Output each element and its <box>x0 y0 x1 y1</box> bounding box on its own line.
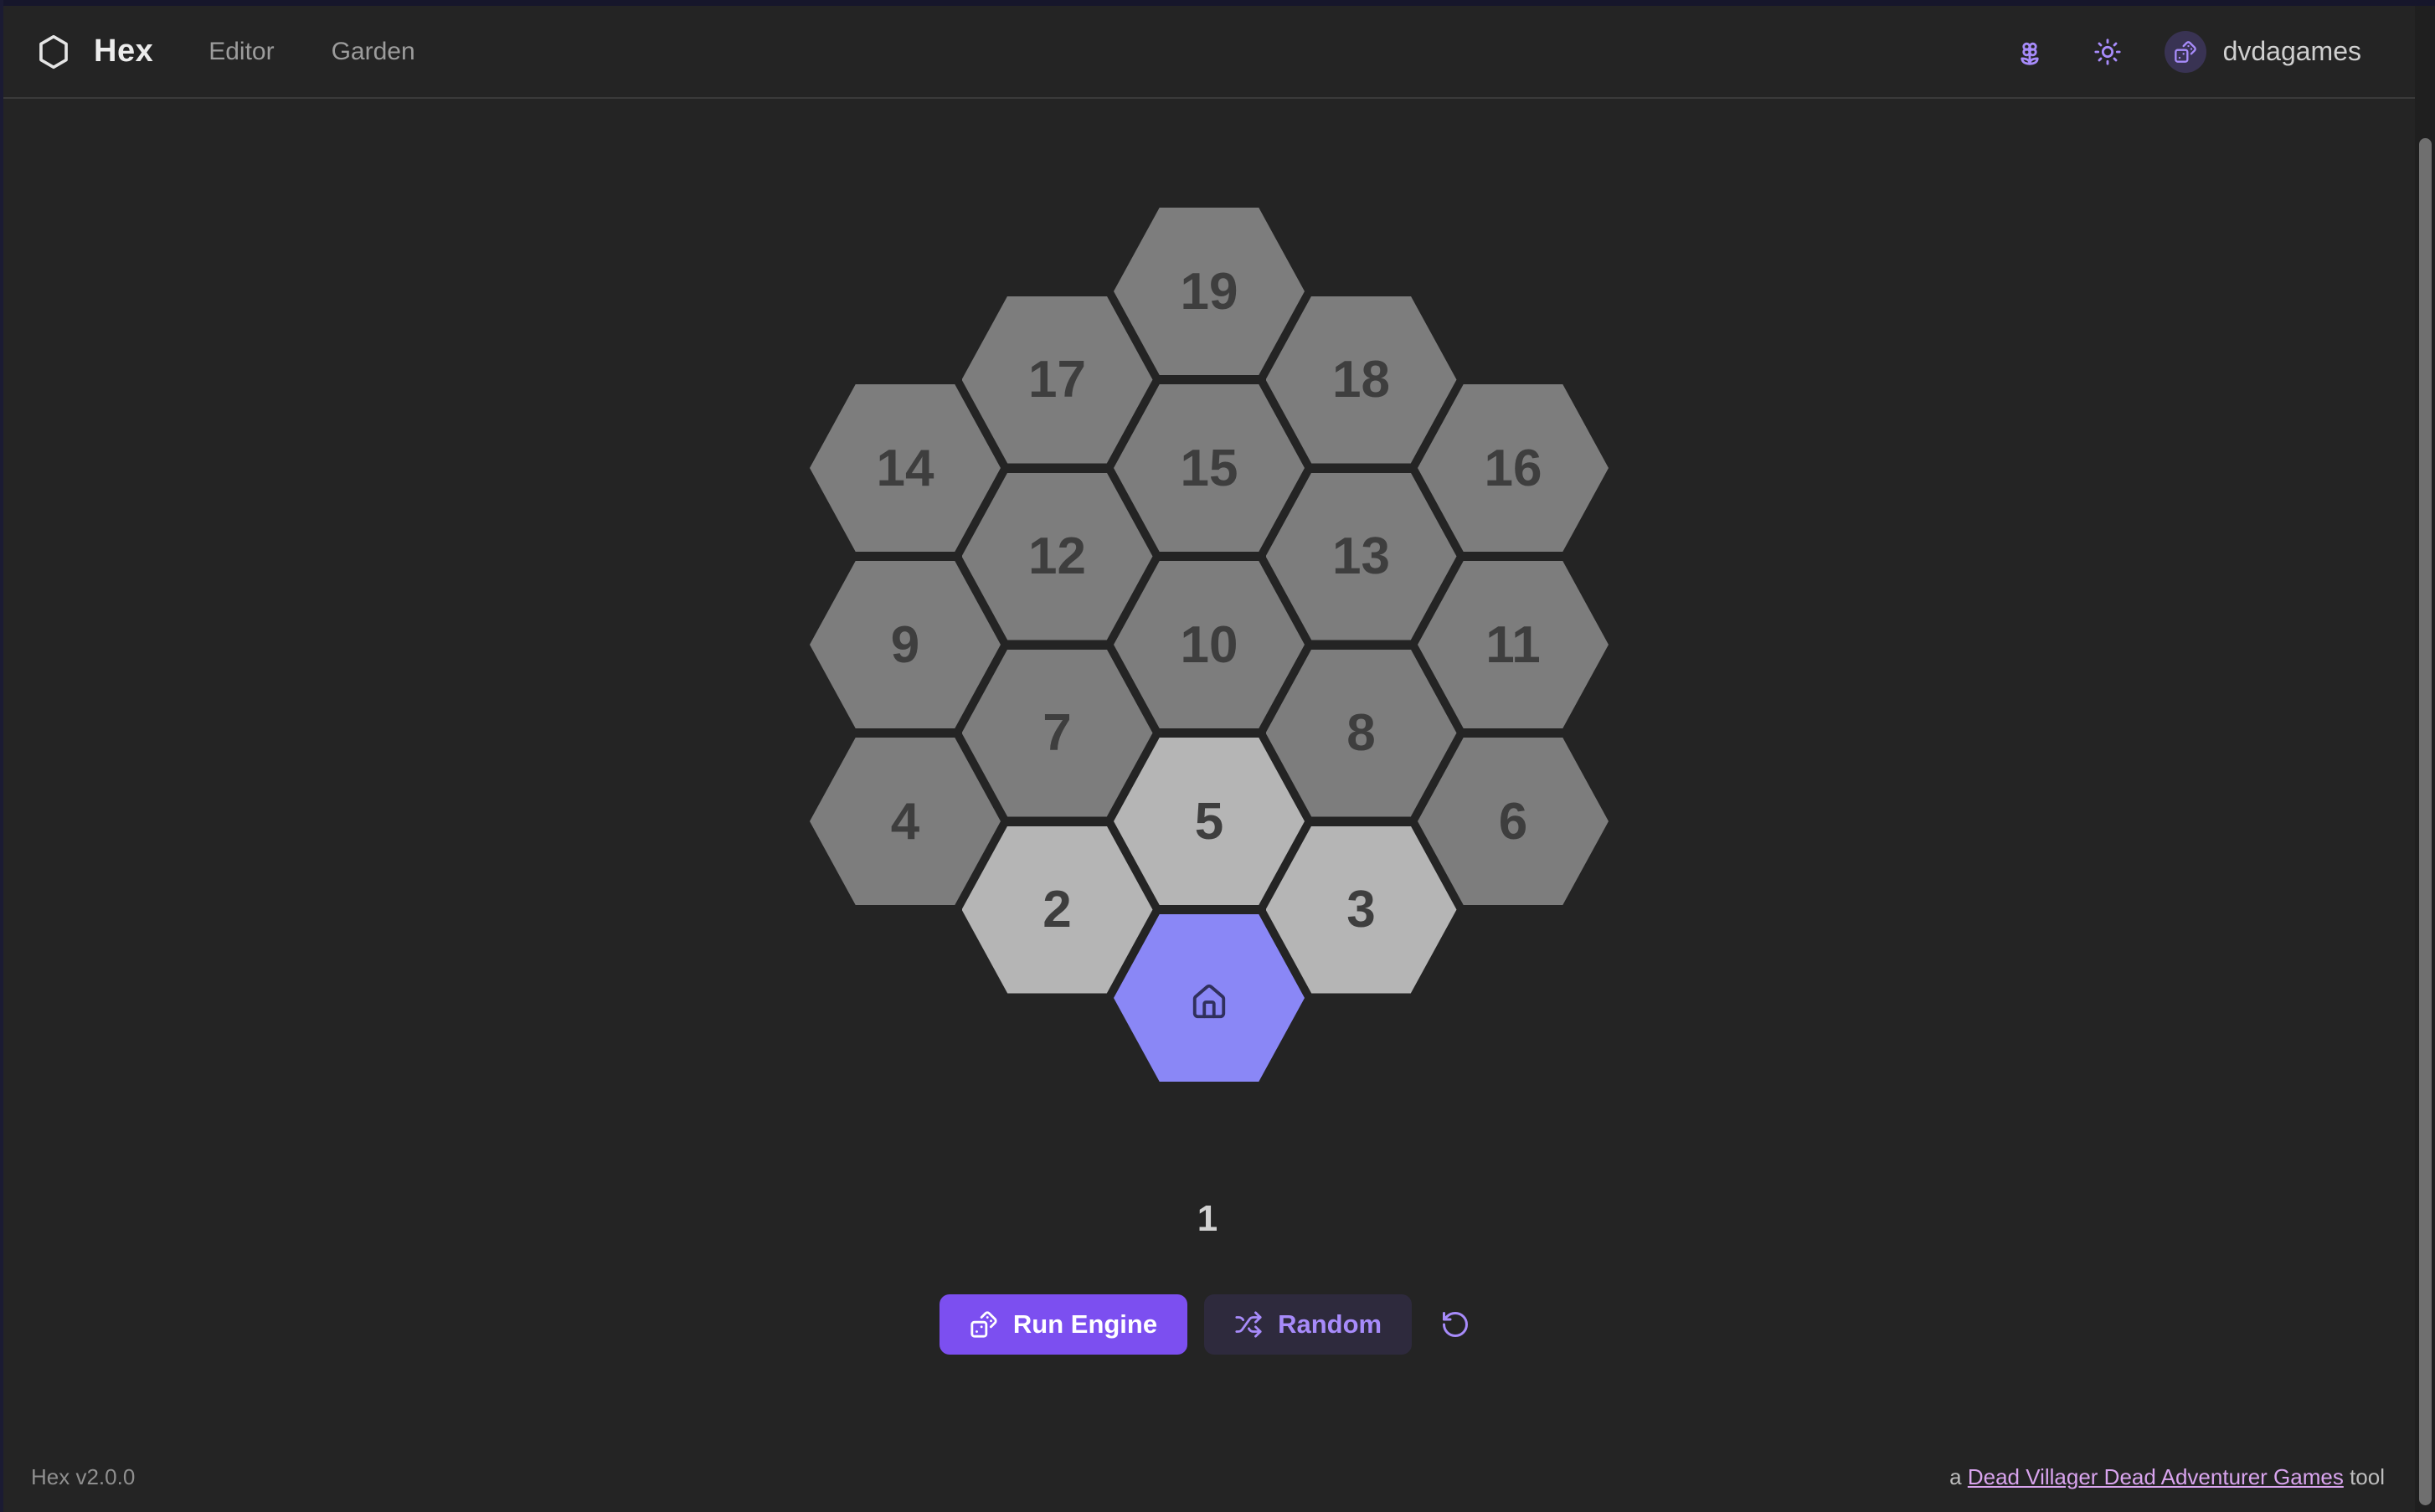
rotate-ccw-icon <box>1443 1312 1469 1337</box>
hex-cell-label: 7 <box>1042 704 1072 762</box>
hex-cell-5[interactable]: 5 <box>1114 738 1305 905</box>
reset-button[interactable] <box>1435 1304 1475 1345</box>
random-label: Random <box>1278 1309 1382 1339</box>
hex-cell-label: 6 <box>1498 792 1528 851</box>
hex-cell-label: 5 <box>1194 792 1224 851</box>
hex-cell-6[interactable]: 6 <box>1418 738 1609 905</box>
sun-icon <box>2093 38 2121 65</box>
engine-counter: 1 <box>1197 1198 1218 1239</box>
hex-cell-13[interactable]: 13 <box>1265 472 1457 640</box>
brand-title: Hex <box>94 33 154 69</box>
hex-cell-3[interactable]: 3 <box>1265 825 1457 994</box>
hex-cell-label: 13 <box>1332 527 1390 585</box>
main-nav: Editor Garden <box>208 38 414 66</box>
hex-cell-12[interactable]: 12 <box>961 472 1153 640</box>
hex-cell-9[interactable]: 9 <box>810 561 1001 728</box>
hex-cell-label: 3 <box>1346 881 1376 939</box>
hex-cell-16[interactable]: 16 <box>1418 384 1609 552</box>
hexagon-logo-icon <box>39 34 68 69</box>
hex-cell-7[interactable]: 7 <box>961 649 1153 817</box>
hex-cell-label: 15 <box>1180 439 1238 497</box>
shuffle-icon <box>1235 1311 1262 1338</box>
version-label: Hex v2.0.0 <box>31 1464 136 1489</box>
hex-cell-label: 2 <box>1042 881 1072 939</box>
hex-cell-label: 4 <box>890 792 920 851</box>
garden-button[interactable] <box>2015 37 2045 67</box>
scrollbar-thumb[interactable] <box>2419 138 2432 1505</box>
hex-cell-label: 19 <box>1180 262 1238 321</box>
hex-cell-label: 8 <box>1346 704 1376 762</box>
nav-item-editor[interactable]: Editor <box>208 37 275 65</box>
hex-cell-label: 18 <box>1332 351 1390 409</box>
controls-bar: Run Engine Random <box>0 1294 2415 1355</box>
hex-cell-label: 11 <box>1485 615 1541 674</box>
hex-cell-15[interactable]: 15 <box>1114 384 1305 552</box>
hex-cell-8[interactable]: 8 <box>1265 649 1457 817</box>
flower-icon <box>2020 42 2039 65</box>
hex-cell-10[interactable]: 10 <box>1114 561 1305 728</box>
hex-cell-label: 10 <box>1180 615 1238 674</box>
credit-link[interactable]: Dead Villager Dead Adventurer Games <box>1967 1464 2344 1489</box>
user-avatar[interactable] <box>2164 30 2206 73</box>
dices-icon <box>2174 40 2196 63</box>
hex-cell-label: 9 <box>890 615 920 674</box>
hex-cell-17[interactable]: 17 <box>961 296 1153 464</box>
hex-cell-14[interactable]: 14 <box>810 384 1001 552</box>
header-actions: dvdagames <box>2015 30 2361 73</box>
window-top-strip <box>0 0 2435 6</box>
hex-cell-label: 14 <box>876 439 934 497</box>
hex-cell-19[interactable]: 19 <box>1114 208 1305 375</box>
scrollbar-track[interactable] <box>2415 0 2435 1512</box>
hex-cell-label: 16 <box>1484 439 1542 497</box>
hex-cell-11[interactable]: 11 <box>1418 561 1609 728</box>
theme-toggle-button[interactable] <box>2093 37 2123 67</box>
credit-prefix: a <box>1949 1464 1968 1489</box>
credit-text: a Dead Villager Dead Adventurer Games to… <box>1949 1463 2385 1490</box>
hex-cell-label: 12 <box>1028 527 1086 585</box>
header: Hex Editor Garden <box>0 6 2415 99</box>
run-engine-label: Run Engine <box>1012 1309 1158 1339</box>
hex-cell-18[interactable]: 18 <box>1265 296 1457 464</box>
hex-cell-2[interactable]: 2 <box>961 825 1153 994</box>
username-label: dvdagames <box>2222 36 2361 66</box>
dices-icon <box>970 1311 997 1338</box>
random-button[interactable]: Random <box>1204 1294 1413 1355</box>
window-left-strip <box>0 0 3 1512</box>
hex-cell-label: 17 <box>1028 351 1086 409</box>
hex-cell-home[interactable] <box>1114 914 1305 1082</box>
house-icon <box>1192 984 1226 1019</box>
credit-suffix: tool <box>2343 1464 2385 1489</box>
nav-item-garden[interactable]: Garden <box>331 37 415 65</box>
hex-cell-4[interactable]: 4 <box>810 738 1001 905</box>
run-engine-button[interactable]: Run Engine <box>939 1294 1188 1355</box>
